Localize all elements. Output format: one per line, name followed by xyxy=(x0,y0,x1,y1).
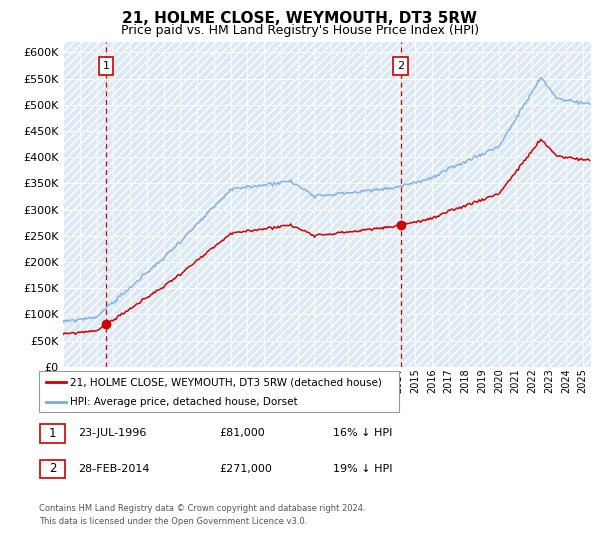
Text: £271,000: £271,000 xyxy=(219,464,272,474)
Text: 21, HOLME CLOSE, WEYMOUTH, DT3 5RW (detached house): 21, HOLME CLOSE, WEYMOUTH, DT3 5RW (deta… xyxy=(70,377,382,387)
FancyBboxPatch shape xyxy=(40,460,65,478)
Text: £81,000: £81,000 xyxy=(219,428,265,438)
Text: 2: 2 xyxy=(49,462,56,475)
Text: 16% ↓ HPI: 16% ↓ HPI xyxy=(333,428,392,438)
Text: HPI: Average price, detached house, Dorset: HPI: Average price, detached house, Dors… xyxy=(70,396,297,407)
Text: Contains HM Land Registry data © Crown copyright and database right 2024.
This d: Contains HM Land Registry data © Crown c… xyxy=(39,504,365,525)
Text: Price paid vs. HM Land Registry's House Price Index (HPI): Price paid vs. HM Land Registry's House … xyxy=(121,24,479,36)
Text: 19% ↓ HPI: 19% ↓ HPI xyxy=(333,464,392,474)
Text: 2: 2 xyxy=(397,62,404,71)
FancyBboxPatch shape xyxy=(39,371,399,412)
Text: 1: 1 xyxy=(103,62,109,71)
Point xyxy=(396,220,406,229)
Point xyxy=(101,320,111,329)
FancyBboxPatch shape xyxy=(40,424,65,442)
Text: 1: 1 xyxy=(49,427,56,440)
Text: 21, HOLME CLOSE, WEYMOUTH, DT3 5RW: 21, HOLME CLOSE, WEYMOUTH, DT3 5RW xyxy=(122,11,478,26)
Text: 23-JUL-1996: 23-JUL-1996 xyxy=(78,428,146,438)
Text: 28-FEB-2014: 28-FEB-2014 xyxy=(78,464,149,474)
